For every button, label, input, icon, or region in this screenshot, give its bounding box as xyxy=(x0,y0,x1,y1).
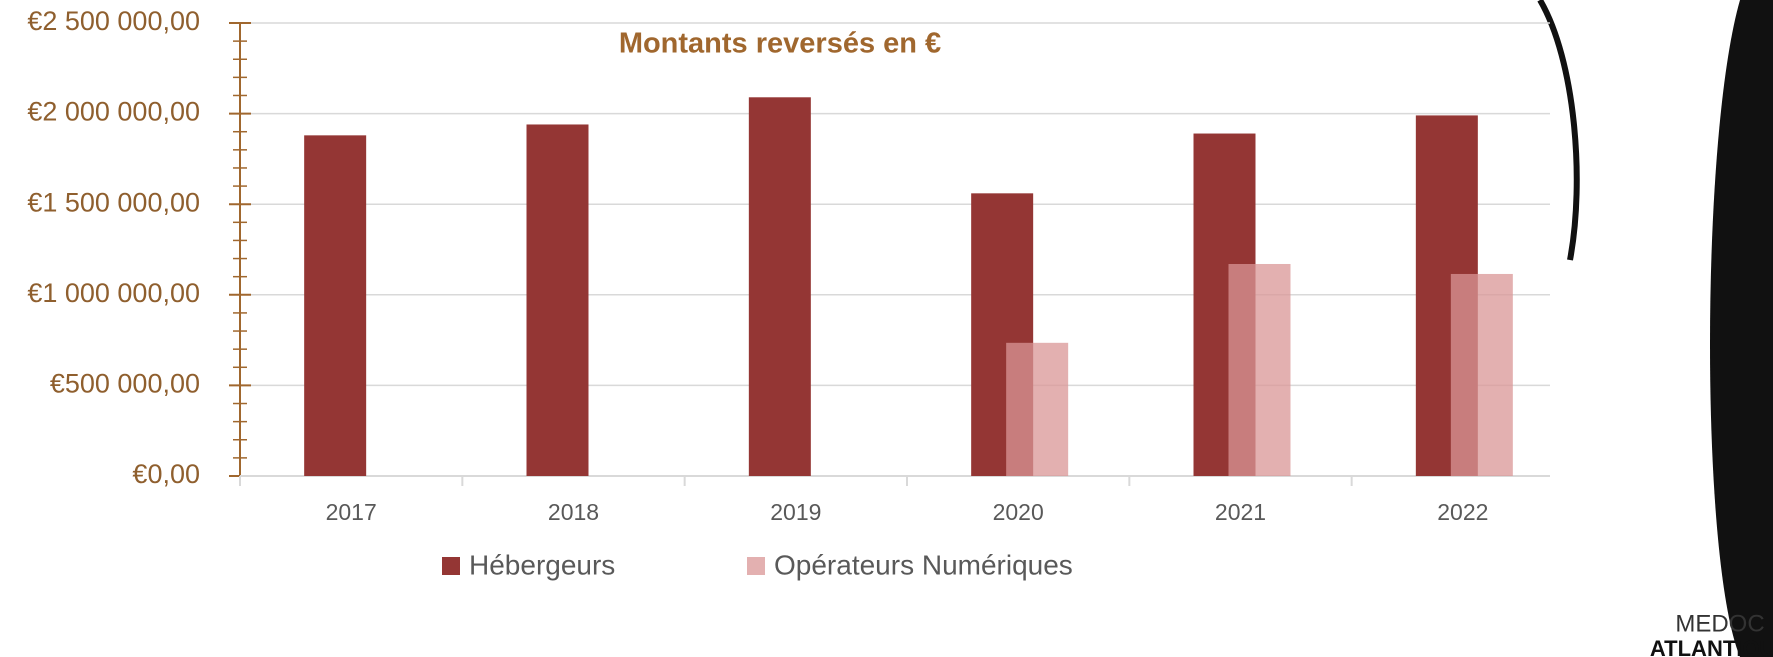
y-tick-label: €2 000 000,00 xyxy=(27,97,200,127)
x-tick-label: 2022 xyxy=(1437,499,1488,525)
x-tick-label: 2021 xyxy=(1215,499,1266,525)
logo-top: MEDOC xyxy=(1675,610,1764,637)
y-tick-label: €2 500 000,00 xyxy=(27,6,200,36)
decor-curve xyxy=(1537,0,1580,261)
x-tick-label: 2020 xyxy=(993,499,1044,525)
logo-bottom: ATLANTIQUE xyxy=(1650,636,1773,657)
decor-shape xyxy=(1710,0,1773,657)
bar xyxy=(526,124,589,477)
legend-swatch xyxy=(747,557,765,575)
x-tick-label: 2017 xyxy=(326,499,377,525)
y-tick-label: €500 000,00 xyxy=(50,369,200,399)
y-tick-label: €1 000 000,00 xyxy=(27,278,200,308)
bar xyxy=(748,97,811,477)
y-tick-label: €0,00 xyxy=(132,459,200,489)
x-tick-label: 2018 xyxy=(548,499,599,525)
legend-label: Hébergeurs xyxy=(469,549,615,580)
bar xyxy=(1450,273,1513,476)
legend-swatch xyxy=(442,557,460,575)
chart-title: Montants reversés en € xyxy=(619,28,941,60)
bar xyxy=(1228,263,1291,476)
x-tick-label: 2019 xyxy=(770,499,821,525)
bar xyxy=(304,135,367,476)
legend-label: Opérateurs Numériques xyxy=(774,549,1073,580)
y-tick-label: €1 500 000,00 xyxy=(27,187,200,217)
bar xyxy=(1006,342,1069,476)
